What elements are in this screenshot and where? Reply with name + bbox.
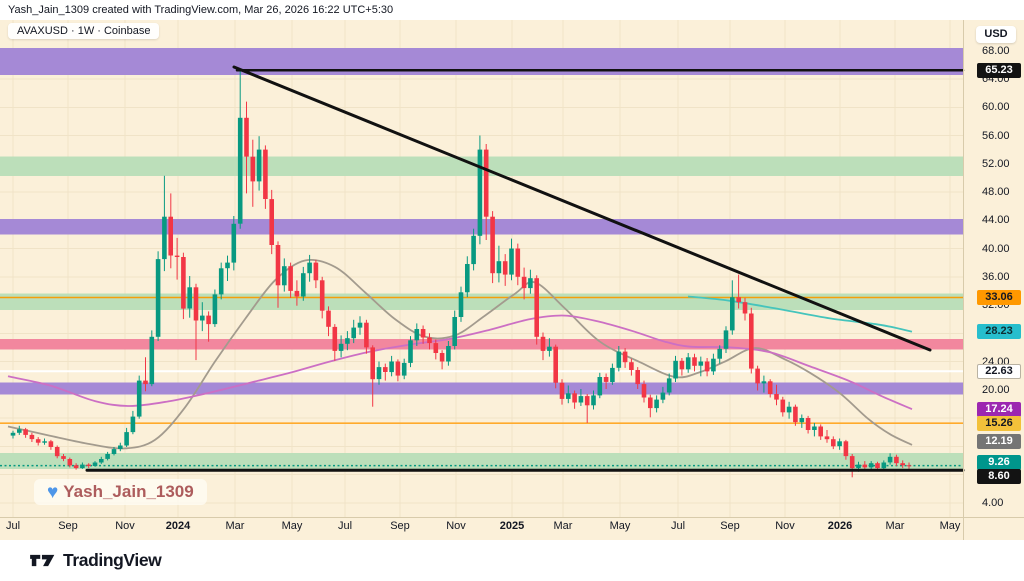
time-tick-label: Sep [58,520,78,532]
time-axis[interactable]: Jul Sep Nov 2024 Mar May Jul Sep Nov 2025 Mar May Ju… [0,517,1024,540]
time-tick-label: Mar [885,520,905,532]
time-tick-label: Mar [225,520,245,532]
price-level-badge: 8.60 [977,469,1021,485]
attribution-bar: Yash_Jain_1309 created with TradingView.… [0,0,1024,20]
price-tick-label: 44.00 [982,214,1010,227]
time-tick-label: Nov [115,520,135,532]
footer-bar: TradingView [0,540,1024,581]
price-level-badge: 17.24 [977,401,1021,417]
price-level-badge: 33.06 [977,290,1021,305]
zone-19-21[interactable] [0,382,963,395]
downtrend-line[interactable] [232,65,932,352]
currency-toggle-button[interactable]: USD [976,26,1016,43]
time-tick-label: 2025 [499,520,525,532]
price-level-badge: 65.23 [977,62,1021,78]
time-tick-label: May [281,520,303,532]
zone-26-27[interactable] [0,338,963,350]
tradingview-brand-text: TradingView [63,550,162,570]
ma-gray[interactable] [7,258,913,450]
time-tick-label: 2024 [165,520,191,532]
price-tick-label: 40.00 [982,242,1010,255]
watermark-username: Yash_Jain_1309 [63,482,194,501]
blue-heart-icon: ♥ [47,481,59,503]
price-tick-label: 48.00 [982,186,1010,198]
price-tick-label: 60.00 [982,101,1010,114]
candlestick-series[interactable] [10,69,912,478]
tradingview-logo-icon [30,554,55,567]
price-level-badge: 12.19 [977,434,1021,450]
price-level-badge: 9.26 [977,455,1021,471]
attribution-text: Yash_Jain_1309 created with TradingView.… [8,4,394,16]
teal-trendline-28.23[interactable] [687,295,913,333]
tradingview-logo[interactable]: TradingView [29,550,162,571]
trend-drawings [85,65,965,472]
symbol-legend-text: AVAXUSD · 1W · Coinbase [17,25,151,37]
zone-31-33[interactable] [0,293,963,310]
ma-purple[interactable] [7,314,913,411]
time-tick-label: Jul [5,520,21,532]
price-tick-label: 52.00 [982,157,1010,170]
support-zone-9-11[interactable] [0,453,963,469]
price-tick-label: 20.00 [982,383,1010,396]
axis-separators [0,20,1024,540]
symbol-legend[interactable]: AVAXUSD · 1W · Coinbase [8,23,160,39]
time-tick-label: 2026 [827,520,853,532]
price-tick-label: 68.00 [982,44,1010,57]
time-tick-label: Nov [775,520,795,532]
time-tick-label: May [939,520,961,532]
time-tick-label: Sep [390,520,410,532]
price-tick-label: 56.00 [982,129,1010,142]
time-tick-label: Nov [446,520,466,532]
price-level-badge: 22.63 [977,363,1021,379]
price-tick-label: 36.00 [982,270,1010,283]
price-level-badge: 15.26 [977,415,1021,431]
price-level-badge: 28.23 [977,324,1021,340]
indicator-lines [7,258,913,450]
time-tick-label: May [609,520,631,532]
user-watermark: ♥ Yash_Jain_1309 [34,479,207,505]
time-tick-label: Jul [337,520,353,532]
time-tick-label: Sep [720,520,740,532]
time-tick-label: Mar [553,520,573,532]
time-tick-label: Jul [670,520,686,532]
price-axis[interactable]: 68.00 64.00 60.00 56.00 52.00 48.00 44.00 40.00… [963,20,1024,517]
price-tick-label: 4.00 [982,496,1004,509]
